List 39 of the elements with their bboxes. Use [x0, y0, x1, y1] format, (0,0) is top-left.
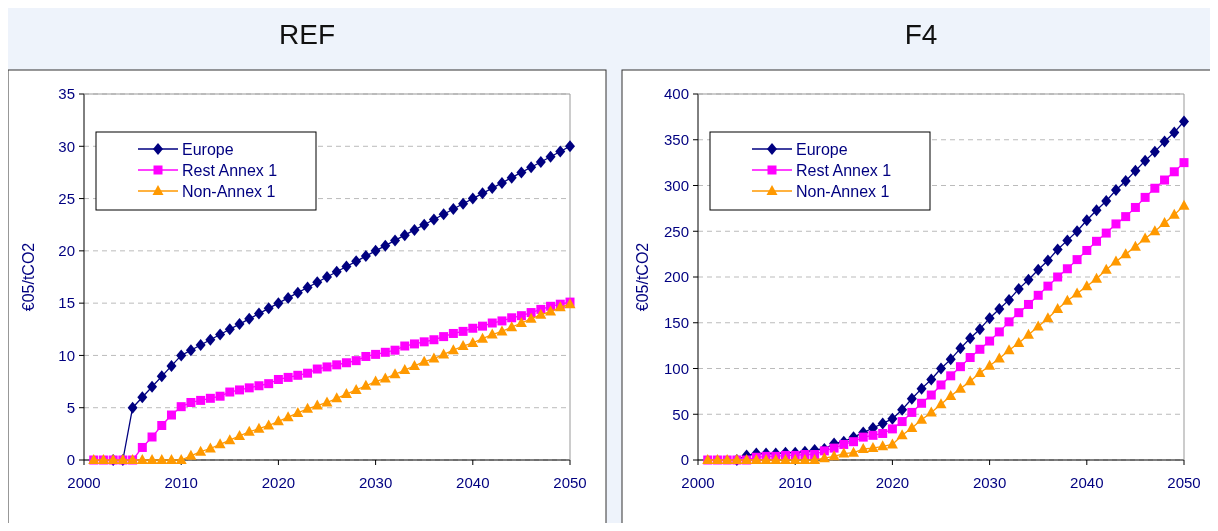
x-tick-label: 2030	[358, 474, 393, 491]
legend-label: Non-Annex 1	[796, 182, 890, 200]
y-axis-title: €05/tCO2	[20, 242, 37, 312]
y-tick-label: 400	[663, 85, 689, 103]
y-tick-label: 250	[663, 222, 689, 240]
y-tick-label: 350	[663, 131, 689, 148]
chart-title: REF	[279, 19, 335, 50]
y-tick-label: 0	[66, 451, 75, 469]
y-tick-label: 150	[663, 314, 689, 331]
y-tick-label: 30	[58, 137, 75, 155]
x-tick-label: 2010	[778, 474, 812, 491]
x-tick-label: 2050	[553, 474, 587, 491]
chart-title: F4	[904, 19, 938, 50]
legend-label: Europe	[796, 140, 848, 158]
y-tick-label: 35	[58, 85, 75, 103]
legend-label: Europe	[182, 140, 234, 158]
y-tick-label: 300	[663, 176, 689, 194]
legend-label: Rest Annex 1	[796, 161, 892, 179]
legend-label: Rest Annex 1	[182, 161, 278, 179]
x-tick-label: 2000	[67, 474, 101, 491]
x-tick-label: 2030	[972, 474, 1007, 491]
y-tick-label: 5	[66, 398, 75, 416]
x-tick-label: 2040	[1070, 474, 1104, 491]
legend-label: Non-Annex 1	[182, 182, 276, 200]
y-axis-title: €05/tCO2	[634, 242, 651, 312]
x-tick-label: 2000	[681, 474, 715, 491]
y-tick-label: 25	[58, 189, 75, 207]
x-tick-label: 2040	[456, 474, 490, 491]
x-tick-label: 2050	[1167, 474, 1201, 491]
x-tick-label: 2010	[164, 474, 198, 491]
y-tick-label: 15	[58, 294, 75, 312]
y-tick-label: 0	[680, 451, 689, 469]
y-tick-label: 200	[663, 268, 689, 286]
x-tick-label: 2020	[875, 474, 910, 491]
y-tick-label: 100	[663, 359, 689, 377]
y-tick-label: 20	[58, 242, 75, 260]
y-tick-label: 10	[58, 346, 75, 364]
x-tick-label: 2020	[261, 474, 296, 491]
y-tick-label: 50	[672, 405, 689, 423]
